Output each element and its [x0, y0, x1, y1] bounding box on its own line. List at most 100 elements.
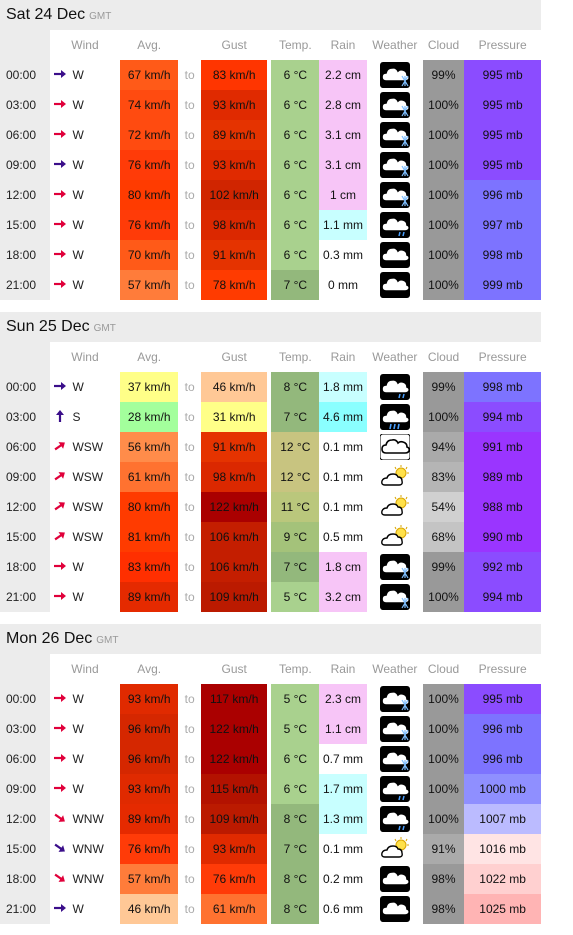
wind-direction: W — [70, 150, 121, 180]
to-label: to — [178, 894, 202, 924]
cloud-cell: 100% — [422, 90, 465, 120]
wind-arrow-icon — [49, 684, 71, 714]
to-header — [178, 30, 202, 60]
time-cell: 03:00 — [0, 402, 50, 432]
to-label: to — [178, 834, 202, 864]
forecast-row: 00:00 W 93 km/h to 117 km/h 5 °C 2.3 cm 100% 995… — [0, 684, 541, 714]
pressure-cell: 994 mb — [464, 582, 541, 612]
cloud-cell: 100% — [422, 402, 465, 432]
cloud-cell: 100% — [422, 804, 465, 834]
day-header: Mon 26 Dec GMT — [0, 624, 541, 654]
gap-cell — [267, 210, 272, 240]
pressure-cell: 995 mb — [464, 60, 541, 90]
cloud-cell: 100% — [422, 120, 465, 150]
column-header-row: Wind Avg. Gust Temp. Rain Weather Cloud Pressur… — [0, 342, 541, 372]
pressure-header: Pressure — [464, 30, 541, 60]
cloud-cell: 100% — [422, 774, 465, 804]
time-cell: 03:00 — [0, 714, 50, 744]
gap-cell — [267, 582, 272, 612]
forecast-row: 09:00 W 93 km/h to 115 km/h 6 °C 1.7 mm 100% 100… — [0, 774, 541, 804]
wind-gust-cell: 91 km/h — [201, 432, 268, 462]
pressure-cell: 996 mb — [464, 744, 541, 774]
to-label: to — [178, 522, 202, 552]
rain-cell: 0.5 mm — [319, 522, 367, 552]
wind-arrow-icon — [49, 240, 71, 270]
to-label: to — [178, 864, 202, 894]
gap-cell — [267, 492, 272, 522]
wind-arrow-icon — [49, 90, 71, 120]
day-section: Sun 25 Dec GMT Wind Avg. Gust Temp. Rain Weathe… — [0, 312, 573, 612]
gap-cell — [267, 120, 272, 150]
wind-arrow-icon — [49, 210, 71, 240]
wind-avg-cell: 76 km/h — [120, 210, 179, 240]
to-label: to — [178, 60, 202, 90]
wind-direction: W — [70, 240, 121, 270]
rain-cell: 1.3 mm — [319, 804, 367, 834]
rain-cell: 1.8 cm — [319, 552, 367, 582]
wind-avg-cell: 28 km/h — [120, 402, 179, 432]
gap-cell — [267, 270, 272, 300]
column-header-row: Wind Avg. Gust Temp. Rain Weather Cloud Pressur… — [0, 30, 541, 60]
wind-arrow-icon — [49, 270, 71, 300]
day-section: Sat 24 Dec GMT Wind Avg. Gust Temp. Rain Weathe… — [0, 0, 573, 300]
wind-gust-cell: 122 km/h — [201, 744, 268, 774]
gap-header — [267, 30, 272, 60]
wind-avg-cell: 89 km/h — [120, 804, 179, 834]
pressure-cell: 1007 mb — [464, 804, 541, 834]
temperature-cell: 8 °C — [271, 894, 320, 924]
wind-direction: WSW — [70, 462, 121, 492]
wind-arrow-icon — [49, 834, 71, 864]
cloud-cell: 100% — [422, 684, 465, 714]
wind-arrow-icon — [49, 522, 71, 552]
wind-gust-cell: 98 km/h — [201, 462, 268, 492]
temperature-cell: 6 °C — [271, 90, 320, 120]
wind-gust-cell: 93 km/h — [201, 834, 268, 864]
time-cell: 18:00 — [0, 240, 50, 270]
gap-cell — [267, 60, 272, 90]
to-label: to — [178, 210, 202, 240]
forecast-row: 18:00 W 70 km/h to 91 km/h 6 °C 0.3 mm 100% 998 … — [0, 240, 541, 270]
wind-gust-cell: 93 km/h — [201, 150, 268, 180]
wind-arrow-icon — [49, 372, 71, 402]
drizzle-cloud-icon — [366, 210, 423, 240]
time-cell: 18:00 — [0, 552, 50, 582]
gap-cell — [267, 774, 272, 804]
gap-cell — [267, 402, 272, 432]
to-label: to — [178, 582, 202, 612]
wind-gust-cell: 61 km/h — [201, 894, 268, 924]
temperature-cell: 5 °C — [271, 582, 320, 612]
time-cell: 21:00 — [0, 582, 50, 612]
cloud-icon — [366, 240, 423, 270]
rain-cell: 1.1 cm — [319, 714, 367, 744]
pressure-cell: 1000 mb — [464, 774, 541, 804]
temperature-cell: 6 °C — [271, 240, 320, 270]
time-cell: 15:00 — [0, 834, 50, 864]
snow-cloud-icon — [366, 90, 423, 120]
day-section: Mon 26 Dec GMT Wind Avg. Gust Temp. Rain Weathe… — [0, 624, 573, 924]
wind-direction: W — [70, 180, 121, 210]
wind-direction: W — [70, 120, 121, 150]
time-cell: 00:00 — [0, 372, 50, 402]
wind-avg-cell: 37 km/h — [120, 372, 179, 402]
avg-header: Avg. — [120, 342, 179, 372]
wind-avg-cell: 46 km/h — [120, 894, 179, 924]
wind-avg-cell: 72 km/h — [120, 120, 179, 150]
wind-arrow-icon — [49, 774, 71, 804]
weather-header: Weather — [366, 654, 423, 684]
time-cell: 15:00 — [0, 522, 50, 552]
sun-cloud-icon — [366, 522, 423, 552]
to-label: to — [178, 90, 202, 120]
wind-gust-cell: 106 km/h — [201, 522, 268, 552]
rain-cell: 0.7 mm — [319, 744, 367, 774]
forecast-row: 00:00 W 67 km/h to 83 km/h 6 °C 2.2 cm 99% 995 m… — [0, 60, 541, 90]
rain-cell: 2.2 cm — [319, 60, 367, 90]
time-cell: 00:00 — [0, 684, 50, 714]
timezone-label: GMT — [93, 323, 116, 334]
temperature-cell: 5 °C — [271, 684, 320, 714]
column-header-row: Wind Avg. Gust Temp. Rain Weather Cloud Pressur… — [0, 654, 541, 684]
cloud-icon — [366, 894, 423, 924]
wind-arrow-icon — [49, 492, 71, 522]
gap-header — [267, 654, 272, 684]
temp-header: Temp. — [271, 342, 320, 372]
wind-arrow-icon — [49, 804, 71, 834]
